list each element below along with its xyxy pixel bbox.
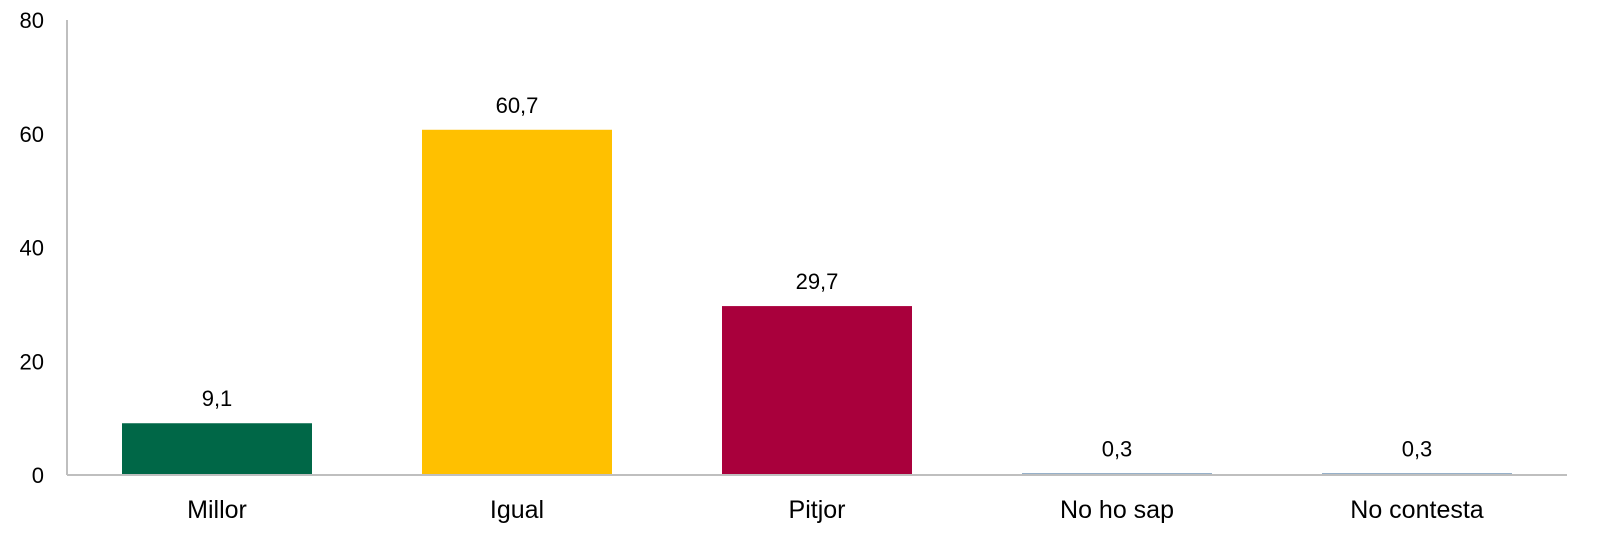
bar-igual — [422, 129, 612, 476]
y-axis: 0 20 40 60 80 — [20, 8, 68, 488]
y-tick-label: 60 — [20, 122, 44, 147]
y-tick-label: 0 — [32, 463, 44, 488]
y-tick-label: 40 — [20, 236, 44, 261]
data-label: 60,7 — [496, 93, 539, 118]
bars — [122, 129, 1512, 476]
x-tick-label: Igual — [490, 496, 544, 524]
data-labels: 9,1 60,7 29,7 0,3 0,3 — [202, 93, 1433, 462]
bar-pitjor — [722, 306, 912, 475]
x-tick-label: No contesta — [1350, 496, 1484, 524]
x-tick-label: Pitjor — [789, 496, 846, 524]
x-axis: Millor Igual Pitjor No ho sap No contesta — [67, 474, 1567, 524]
data-label: 29,7 — [796, 269, 839, 294]
bar-millor — [122, 423, 312, 475]
y-tick-label: 20 — [20, 349, 44, 374]
data-label: 9,1 — [202, 386, 233, 411]
data-label: 0,3 — [1402, 436, 1433, 461]
x-tick-label: No ho sap — [1060, 496, 1174, 524]
data-label: 0,3 — [1102, 436, 1133, 461]
x-tick-label: Millor — [187, 496, 247, 524]
y-tick-label: 80 — [20, 8, 44, 33]
